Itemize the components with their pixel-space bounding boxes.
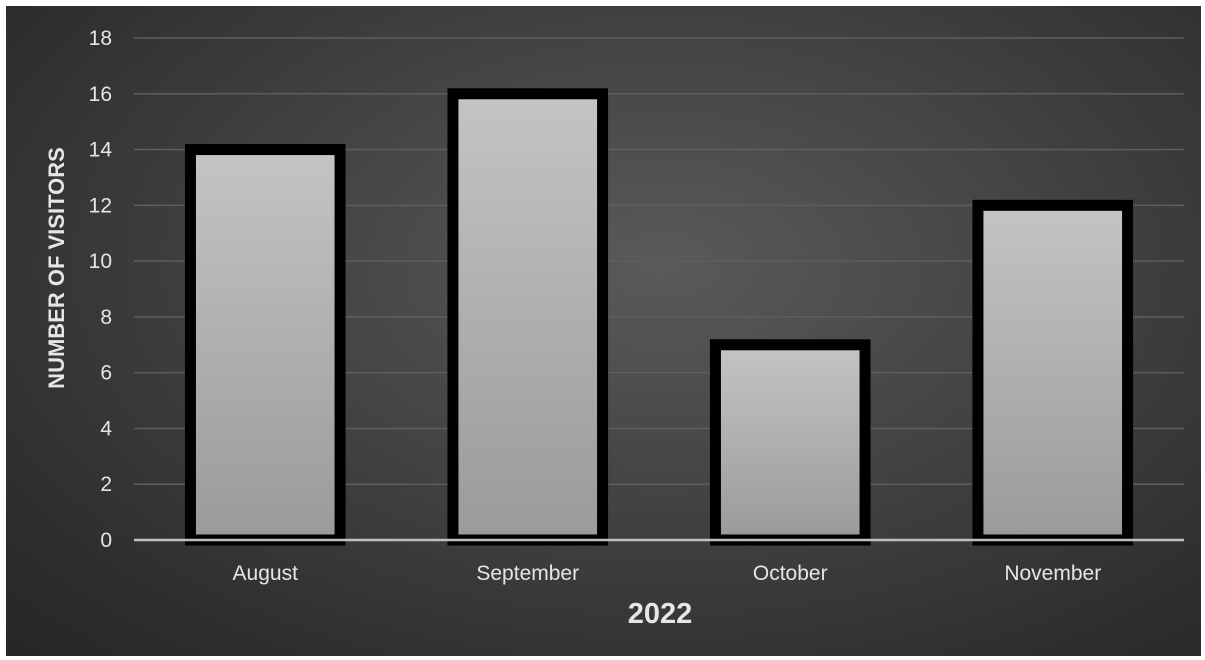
y-tick-label: 12 <box>89 194 112 217</box>
y-tick-label: 8 <box>100 306 112 329</box>
x-tick-labels: August September October November <box>233 562 1102 585</box>
y-tick-label: 2 <box>100 473 112 496</box>
bar-august <box>184 144 346 546</box>
chart-frame: 0 2 4 6 8 10 12 14 16 18 August September October No… <box>6 6 1201 656</box>
y-axis-title: NUMBER OF VISITORS <box>44 147 69 389</box>
y-tick-label: 18 <box>89 27 112 50</box>
x-tick-label: November <box>1004 562 1101 585</box>
bar-november <box>972 199 1134 546</box>
y-tick-label: 14 <box>89 139 113 162</box>
y-tick-label: 10 <box>89 250 112 273</box>
y-tick-label: 0 <box>100 529 112 552</box>
bar-october <box>709 339 871 546</box>
y-tick-labels: 0 2 4 6 8 10 12 14 16 18 <box>89 27 113 552</box>
y-tick-label: 16 <box>89 83 112 106</box>
y-tick-label: 6 <box>100 362 112 385</box>
bar-september <box>447 88 609 546</box>
y-tick-label: 4 <box>100 417 112 440</box>
x-axis-title: 2022 <box>628 598 693 630</box>
x-tick-label: August <box>233 562 299 585</box>
x-tick-label: October <box>753 562 828 585</box>
x-tick-label: September <box>476 562 579 585</box>
bar-chart: 0 2 4 6 8 10 12 14 16 18 August September October No… <box>44 27 1184 630</box>
